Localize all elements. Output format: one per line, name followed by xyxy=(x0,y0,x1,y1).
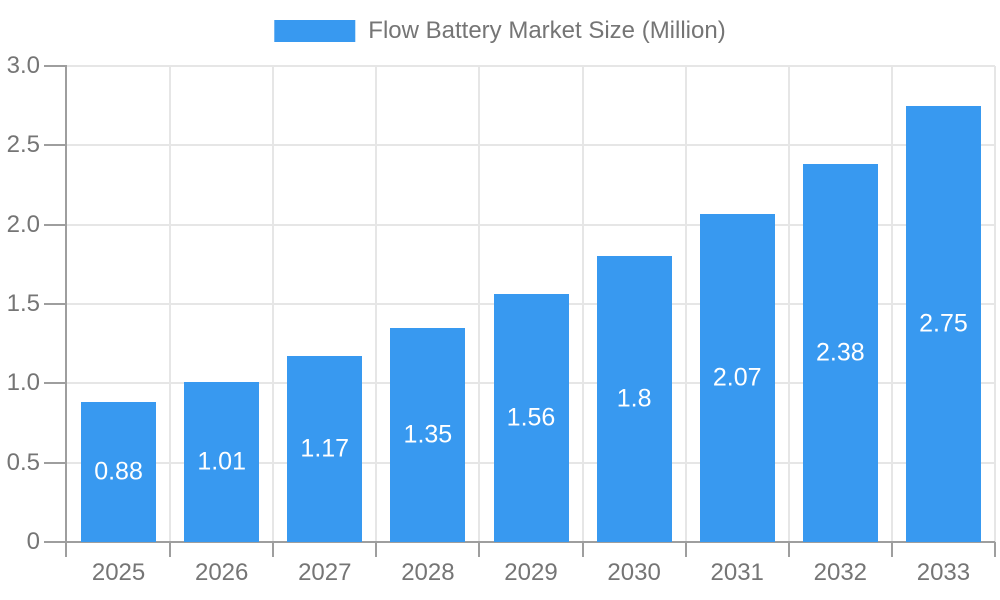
x-tick xyxy=(787,542,790,557)
x-axis-label: 2032 xyxy=(813,559,868,586)
x-gridline xyxy=(994,66,996,542)
x-tick xyxy=(684,542,687,557)
x-tick xyxy=(994,542,996,557)
bar-value-label: 1.56 xyxy=(506,403,556,432)
y-tick xyxy=(44,382,67,385)
bar-value-label: 1.17 xyxy=(300,434,350,463)
y-axis-label: 2.5 xyxy=(6,131,40,159)
x-gridline xyxy=(890,66,893,542)
legend[interactable]: Flow Battery Market Size (Million) xyxy=(274,17,726,45)
y-axis-label: 1.0 xyxy=(6,369,40,397)
x-gridline xyxy=(375,66,378,542)
x-tick xyxy=(478,542,481,557)
x-axis-label: 2031 xyxy=(710,559,764,586)
y-tick xyxy=(44,541,67,543)
x-gridline xyxy=(684,66,687,542)
x-axis-label: 2026 xyxy=(194,559,249,586)
x-axis-label: 2033 xyxy=(916,559,971,586)
y-tick xyxy=(44,144,67,147)
bar[interactable] xyxy=(596,256,672,542)
y-gridline xyxy=(67,65,995,67)
bar[interactable] xyxy=(287,356,363,542)
bar[interactable] xyxy=(390,327,466,542)
bar[interactable] xyxy=(184,381,260,542)
y-tick xyxy=(44,65,67,67)
x-axis-label: 2030 xyxy=(607,559,661,586)
y-axis-label: 0 xyxy=(26,528,40,555)
bar[interactable] xyxy=(493,294,569,542)
bar-value-label: 2.75 xyxy=(919,309,968,338)
x-tick xyxy=(890,542,893,557)
bar-value-label: 1.01 xyxy=(197,447,246,476)
y-tick xyxy=(44,461,67,464)
x-tick xyxy=(272,542,275,557)
x-axis-label: 2025 xyxy=(91,559,146,586)
x-axis-label: 2028 xyxy=(401,559,455,586)
y-axis-label: 3.0 xyxy=(6,52,40,79)
legend-label: Flow Battery Market Size (Million) xyxy=(368,17,726,44)
bar-value-label: 2.07 xyxy=(712,363,762,392)
x-gridline xyxy=(478,66,481,542)
y-axis-label: 0.5 xyxy=(6,448,40,476)
y-axis-label: 1.5 xyxy=(6,290,40,317)
y-gridline xyxy=(67,144,995,147)
bar[interactable] xyxy=(81,402,157,542)
x-gridline xyxy=(169,66,172,542)
bar-value-label: 1.8 xyxy=(616,384,652,413)
y-tick xyxy=(44,223,67,226)
x-gridline xyxy=(581,66,584,542)
legend-swatch xyxy=(274,20,356,42)
y-axis-line xyxy=(65,66,67,557)
bar-value-label: 1.35 xyxy=(403,420,453,449)
x-tick xyxy=(581,542,584,557)
y-gridline xyxy=(67,223,995,226)
bar[interactable] xyxy=(699,213,775,542)
y-axis-label: 2.0 xyxy=(6,210,40,238)
x-axis-label: 2027 xyxy=(298,559,352,586)
x-tick xyxy=(169,542,172,557)
y-tick xyxy=(44,303,67,305)
x-gridline xyxy=(787,66,790,542)
bar[interactable] xyxy=(905,105,981,542)
x-gridline xyxy=(272,66,275,542)
bar-value-label: 2.38 xyxy=(815,338,865,367)
x-axis-line xyxy=(66,541,995,543)
bar-value-label: 0.88 xyxy=(94,457,143,486)
x-tick xyxy=(375,542,378,557)
bar[interactable] xyxy=(802,164,878,542)
x-axis-label: 2029 xyxy=(504,559,558,586)
